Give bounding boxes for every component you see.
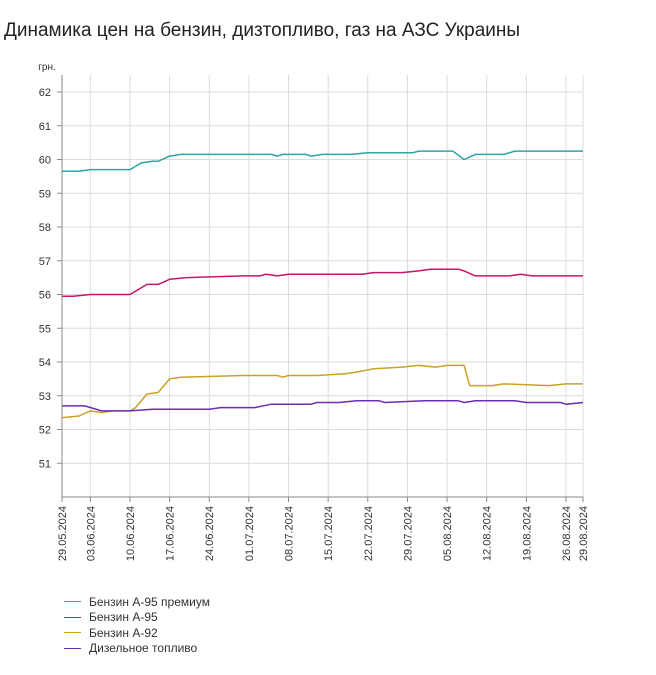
x-tick-label: 29.05.2024	[57, 506, 69, 561]
legend-label: Бензин А-92	[89, 625, 158, 640]
x-tick-label: 03.06.2024	[85, 506, 97, 561]
x-tick-label: 08.07.2024	[284, 506, 296, 561]
y-tick-label: 52	[39, 425, 51, 437]
y-axis-unit-label: грн.	[38, 62, 56, 73]
y-tick-label: 56	[39, 290, 51, 302]
y-tick-label: 60	[39, 155, 51, 167]
series-line-2	[62, 268, 583, 297]
y-tick-label: 62	[39, 87, 51, 99]
legend-label: Бензин А-95 премиум	[89, 594, 210, 609]
x-tick-label: 29.08.2024	[578, 506, 590, 561]
x-tick-label: 10.06.2024	[125, 506, 137, 561]
legend-label: Бензин А-95	[89, 610, 158, 625]
y-tick-label: 59	[39, 188, 51, 200]
legend-swatch	[64, 647, 81, 649]
x-tick-label: 29.07.2024	[402, 506, 414, 561]
x-tick-label: 26.08.2024	[561, 506, 573, 561]
y-tick-label: 61	[39, 121, 51, 133]
legend-swatch	[64, 601, 81, 603]
x-tick-label: 22.07.2024	[363, 506, 375, 561]
x-tick-label: 12.08.2024	[482, 506, 494, 561]
y-tick-label: 58	[39, 222, 51, 234]
legend-item[interactable]: Бензин А-95	[64, 610, 210, 626]
legend-item[interactable]: Бензин А-95 премиум	[64, 594, 210, 610]
x-tick-label: 19.08.2024	[521, 506, 533, 561]
legend-swatch	[64, 616, 81, 618]
y-tick-label: 55	[39, 323, 51, 335]
series-line-4	[62, 400, 584, 412]
y-tick-label: 51	[39, 458, 51, 470]
legend-swatch	[64, 632, 81, 634]
x-tick-label: 17.06.2024	[165, 506, 177, 561]
chart-title: Динамика цен на бензин, дизтопливо, газ …	[4, 20, 521, 41]
y-tick-label: 54	[39, 357, 51, 369]
series-line-1	[62, 150, 583, 173]
chart-legend: Бензин А-95 премиум Бензин А-95 Бензин А-9…	[64, 594, 210, 656]
legend-item[interactable]: Дизельное топливо	[64, 641, 210, 657]
y-tick-label: 57	[39, 256, 51, 268]
x-tick-label: 15.07.2024	[323, 506, 335, 561]
x-tick-label: 24.06.2024	[204, 506, 216, 561]
y-tick-label: 53	[39, 391, 51, 403]
x-tick-label: 05.08.2024	[442, 506, 454, 561]
x-tick-label: 01.07.2024	[244, 506, 256, 561]
legend-item[interactable]: Бензин А-92	[64, 625, 210, 641]
legend-label: Дизельное топливо	[89, 641, 198, 656]
